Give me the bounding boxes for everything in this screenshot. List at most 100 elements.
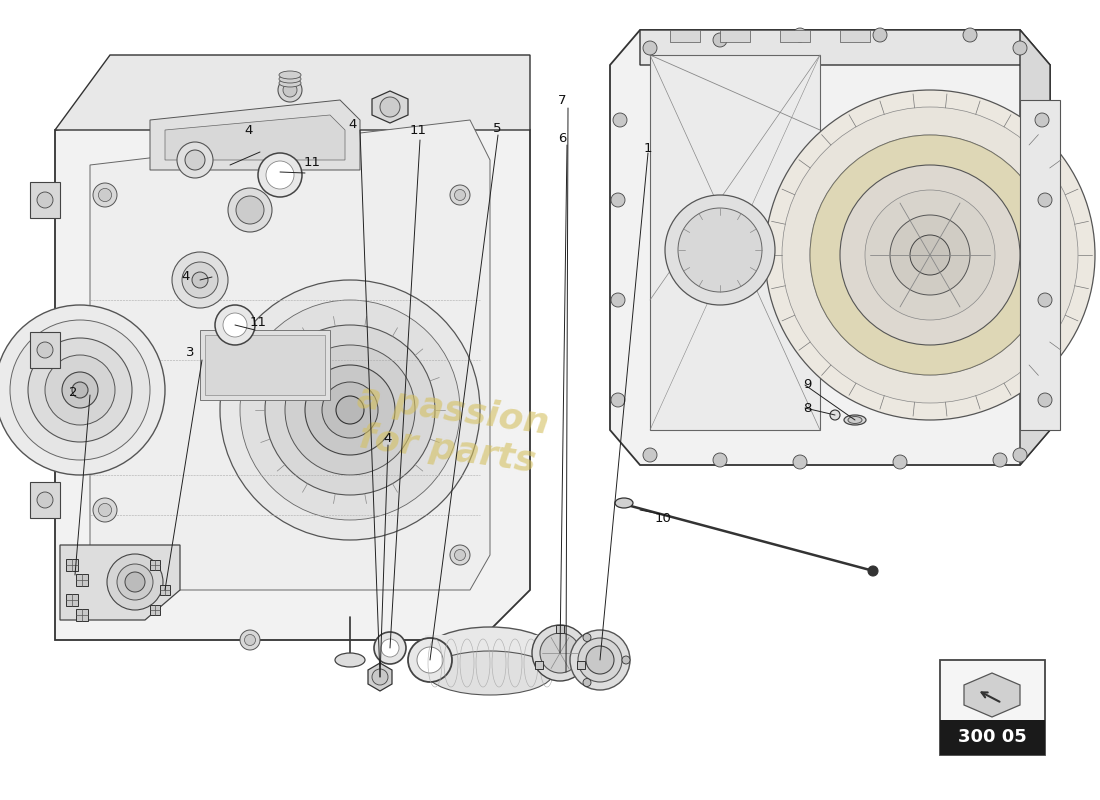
Circle shape: [613, 113, 627, 127]
Circle shape: [910, 235, 950, 275]
Circle shape: [244, 634, 255, 646]
Circle shape: [782, 107, 1078, 403]
Ellipse shape: [844, 415, 866, 425]
Circle shape: [1038, 393, 1052, 407]
Circle shape: [570, 630, 630, 690]
Polygon shape: [556, 625, 564, 633]
Circle shape: [621, 656, 630, 664]
Polygon shape: [368, 663, 392, 691]
Circle shape: [62, 372, 98, 408]
Circle shape: [223, 313, 248, 337]
Circle shape: [214, 305, 255, 345]
Polygon shape: [150, 100, 360, 170]
Circle shape: [610, 393, 625, 407]
Circle shape: [454, 190, 465, 201]
Bar: [200, 330, 330, 400]
Circle shape: [610, 193, 625, 207]
Circle shape: [283, 83, 297, 97]
Ellipse shape: [848, 417, 862, 423]
Circle shape: [840, 165, 1020, 345]
Circle shape: [220, 280, 480, 540]
Text: a passion
for parts: a passion for parts: [349, 380, 551, 480]
Circle shape: [98, 188, 111, 202]
Circle shape: [873, 28, 887, 42]
Circle shape: [266, 161, 294, 189]
Circle shape: [890, 215, 970, 295]
Circle shape: [540, 633, 580, 673]
Polygon shape: [1020, 100, 1060, 430]
Polygon shape: [150, 560, 160, 570]
Text: 4: 4: [245, 123, 253, 137]
Polygon shape: [55, 65, 530, 640]
Circle shape: [583, 634, 591, 642]
Circle shape: [374, 632, 406, 664]
Text: 11: 11: [250, 315, 266, 329]
Circle shape: [586, 646, 614, 674]
Polygon shape: [640, 30, 1050, 65]
Circle shape: [408, 638, 452, 682]
Ellipse shape: [279, 75, 301, 83]
Circle shape: [610, 293, 625, 307]
Circle shape: [94, 498, 117, 522]
Ellipse shape: [425, 627, 556, 679]
Circle shape: [666, 195, 776, 305]
Text: 9: 9: [803, 378, 811, 391]
Circle shape: [532, 625, 588, 681]
Polygon shape: [536, 661, 543, 669]
Polygon shape: [60, 545, 180, 620]
Text: 10: 10: [654, 511, 671, 525]
Circle shape: [1035, 113, 1049, 127]
Circle shape: [417, 647, 443, 673]
Circle shape: [865, 190, 996, 320]
Circle shape: [810, 135, 1050, 375]
Polygon shape: [160, 585, 170, 595]
Polygon shape: [372, 91, 408, 123]
Circle shape: [372, 669, 388, 685]
Circle shape: [1038, 193, 1052, 207]
Circle shape: [1013, 448, 1027, 462]
Circle shape: [177, 142, 213, 178]
Circle shape: [278, 78, 303, 102]
Polygon shape: [650, 55, 820, 430]
Polygon shape: [55, 55, 530, 130]
Circle shape: [125, 572, 145, 592]
Polygon shape: [150, 605, 160, 615]
Circle shape: [94, 183, 117, 207]
Ellipse shape: [427, 651, 553, 695]
Circle shape: [713, 453, 727, 467]
Bar: [940, 720, 1045, 755]
Text: 2: 2: [68, 386, 77, 399]
Circle shape: [644, 448, 657, 462]
Circle shape: [381, 639, 399, 657]
Circle shape: [285, 345, 415, 475]
Bar: [840, 30, 870, 42]
Polygon shape: [1020, 30, 1050, 465]
Circle shape: [810, 135, 1050, 375]
Text: 6: 6: [558, 131, 566, 145]
Text: 3: 3: [186, 346, 195, 359]
Polygon shape: [165, 115, 345, 160]
Circle shape: [678, 208, 762, 292]
Circle shape: [37, 492, 53, 508]
Circle shape: [830, 410, 840, 420]
Ellipse shape: [336, 653, 365, 667]
Bar: [780, 30, 810, 42]
Polygon shape: [576, 661, 585, 669]
Ellipse shape: [615, 498, 632, 508]
Circle shape: [182, 262, 218, 298]
Polygon shape: [66, 594, 78, 606]
Circle shape: [99, 574, 110, 586]
Polygon shape: [66, 559, 78, 571]
Polygon shape: [76, 574, 88, 586]
Circle shape: [37, 192, 53, 208]
Polygon shape: [30, 482, 60, 518]
Circle shape: [185, 150, 205, 170]
Circle shape: [240, 630, 260, 650]
Circle shape: [450, 545, 470, 565]
Circle shape: [336, 396, 364, 424]
Circle shape: [578, 638, 621, 682]
Circle shape: [172, 252, 228, 308]
Bar: [205, 335, 324, 395]
Circle shape: [993, 453, 1007, 467]
Text: 4: 4: [182, 270, 190, 283]
